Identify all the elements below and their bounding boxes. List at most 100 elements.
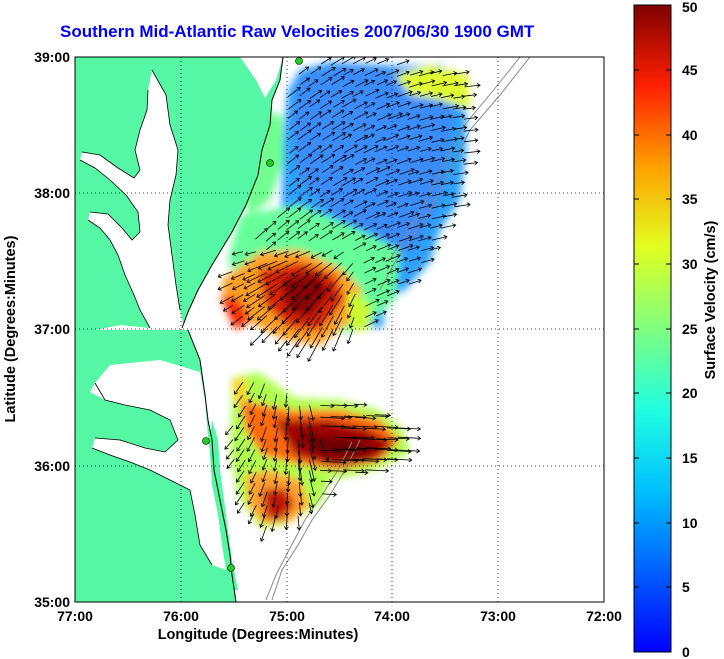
velocity-arrow [397, 267, 410, 273]
velocity-arrow [277, 230, 290, 241]
velocity-arrow [307, 339, 321, 362]
velocity-arrow [365, 88, 380, 97]
velocity-arrow [331, 220, 346, 229]
velocity-arrow [308, 168, 319, 176]
velocity-arrow [341, 154, 355, 163]
velocity-arrow [375, 125, 387, 132]
velocity-arrow [298, 198, 313, 209]
velocity-arrow [397, 125, 411, 132]
velocity-arrow [272, 481, 278, 496]
velocity-arrow [299, 87, 311, 97]
velocity-arrow [454, 70, 470, 75]
velocity-arrow [320, 177, 333, 186]
colorbar-tick-label: 30 [682, 256, 698, 272]
velocity-arrow [290, 263, 312, 277]
velocity-arrow [291, 282, 312, 300]
velocity-arrow [419, 223, 432, 229]
velocity-arrow [246, 382, 255, 396]
velocity-arrow [319, 208, 333, 218]
x-tick-label: 72:00 [586, 608, 622, 624]
velocity-arrow [321, 249, 333, 257]
velocity-arrow [364, 426, 387, 432]
velocity-arrow [365, 211, 381, 220]
x-tick-label: 77:00 [57, 608, 93, 624]
velocity-arrow [332, 154, 347, 164]
velocity-arrow [344, 457, 366, 463]
velocity-arrow [387, 244, 400, 251]
velocity-arrow [270, 516, 276, 533]
velocity-arrow [410, 199, 425, 206]
velocity-arrow [376, 102, 391, 110]
velocity-arrow [230, 315, 244, 326]
velocity-arrow [454, 81, 469, 87]
velocity-arrow [291, 293, 309, 311]
colorbar-tick-label: 0 [682, 644, 690, 659]
velocity-arrow [419, 169, 433, 175]
velocity-arrow [374, 412, 392, 418]
velocity-arrow [284, 515, 289, 531]
velocity-arrow [407, 114, 421, 120]
velocity-arrow [308, 234, 319, 242]
velocity-arrow [407, 124, 421, 131]
velocity-arrow [321, 121, 335, 130]
x-tick-label: 75:00 [269, 608, 305, 624]
velocity-arrow [397, 435, 422, 441]
velocity-arrow [275, 260, 299, 274]
velocity-arrow [440, 126, 457, 132]
velocity-arrow [342, 219, 358, 229]
velocity-arrow [236, 470, 245, 483]
velocity-arrow [353, 68, 365, 75]
velocity-arrow [364, 232, 379, 240]
y-tick-label: 38:00 [34, 185, 70, 201]
velocity-arrow [250, 472, 257, 484]
velocity-arrow [364, 311, 377, 318]
velocity-arrow [363, 256, 375, 264]
velocity-arrow [374, 233, 391, 241]
velocity-arrow [365, 298, 380, 307]
velocity-arrow [287, 338, 301, 357]
velocity-arrow [286, 154, 300, 165]
velocity-arrow [272, 448, 278, 462]
velocity-arrow [342, 426, 367, 432]
velocity-arrow [419, 123, 436, 129]
velocity-arrow [342, 168, 354, 176]
colorbar-tick-label: 40 [682, 127, 698, 143]
velocity-arrow [298, 100, 312, 110]
velocity-arrow [288, 231, 301, 241]
colorbar-scale [633, 4, 672, 653]
velocity-arrow [305, 262, 323, 275]
velocity-arrow [308, 502, 314, 515]
velocity-arrow [399, 168, 415, 175]
velocity-arrow [419, 79, 436, 86]
velocity-arrow [374, 212, 387, 219]
velocity-arrow [266, 241, 277, 251]
velocity-arrow [387, 426, 412, 432]
velocity-arrow [331, 209, 346, 219]
velocity-arrow [429, 245, 442, 251]
velocity-arrow [376, 190, 389, 197]
radar-station-marker [266, 159, 274, 167]
velocity-arrow [308, 210, 322, 220]
velocity-arrow [320, 316, 334, 338]
velocity-arrow [330, 283, 344, 302]
velocity-arrow [431, 190, 448, 197]
velocity-arrow [386, 221, 402, 229]
velocity-arrow [396, 157, 412, 165]
colorbar-tick-label: 45 [682, 62, 698, 78]
colorbar-tick-label: 25 [682, 321, 698, 337]
velocity-arrow [363, 202, 376, 209]
velocity-arrow [343, 414, 367, 420]
velocity-arrow [355, 79, 369, 88]
velocity-arrow [419, 146, 432, 152]
velocity-arrow [330, 198, 345, 208]
velocity-arrow [398, 278, 410, 285]
velocity-arrow [246, 272, 267, 284]
velocity-arrow [309, 493, 315, 509]
velocity-arrow [385, 178, 398, 185]
velocity-arrow [261, 394, 267, 407]
velocity-arrow [299, 469, 305, 486]
velocity-arrow [386, 289, 400, 297]
velocity-arrow [397, 448, 421, 454]
velocity-arrow [429, 156, 446, 163]
velocity-arrow [226, 449, 235, 460]
